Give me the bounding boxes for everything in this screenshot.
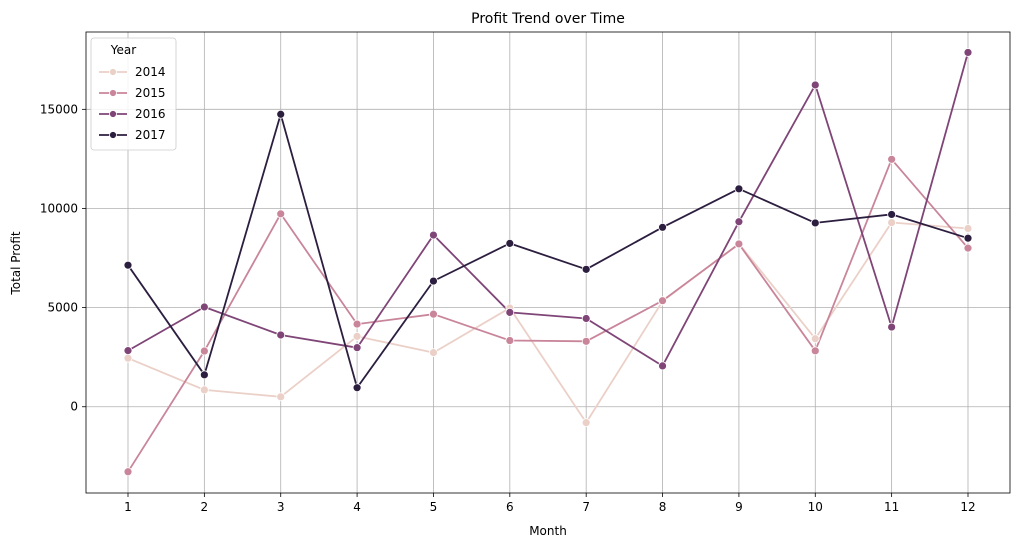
legend: Year 2014 2015 2016 2017 (90, 37, 177, 151)
legend-swatch-marker (109, 110, 117, 118)
grid (86, 32, 1010, 493)
y-tick-label: 10000 (40, 201, 78, 215)
data-point-2017 (276, 109, 286, 119)
data-point-2015 (734, 239, 744, 249)
x-tick-label: 5 (430, 500, 438, 514)
data-point-2014 (199, 385, 209, 395)
x-tick-label: 7 (582, 500, 590, 514)
legend-swatch-marker (109, 68, 117, 76)
legend-swatch-marker (109, 131, 117, 139)
data-point-2017 (123, 260, 133, 270)
data-point-2017 (429, 276, 438, 286)
chart-title: Profit Trend over Time (471, 11, 625, 27)
data-point-2014 (810, 334, 820, 344)
data-point-2015 (123, 467, 133, 477)
legend-entry-2016: 2016 (135, 107, 166, 121)
y-tick-label: 15000 (40, 102, 78, 116)
legend-entry-2015: 2015 (135, 86, 166, 100)
x-tick-label: 11 (884, 500, 899, 514)
data-point-2016 (352, 343, 362, 353)
data-point-2014 (887, 218, 897, 227)
data-point-2017 (199, 370, 209, 380)
data-point-2015 (658, 296, 667, 306)
data-point-2015 (429, 309, 438, 319)
data-point-2016 (123, 346, 133, 356)
data-point-2017 (963, 233, 973, 243)
data-point-2015 (963, 243, 973, 253)
legend-entry-2017: 2017 (135, 128, 166, 142)
data-point-2016 (963, 48, 973, 57)
data-point-2016 (505, 307, 515, 317)
x-tick-label: 2 (201, 500, 209, 514)
x-tick-label: 6 (506, 500, 514, 514)
x-tick-label: 12 (960, 500, 975, 514)
data-point-2014 (352, 331, 362, 341)
x-tick-label: 9 (735, 500, 743, 514)
data-point-2017 (810, 218, 820, 228)
data-point-2017 (581, 264, 591, 274)
series-line-2015 (127, 158, 969, 473)
data-point-2016 (810, 80, 820, 90)
x-tick-label: 1 (124, 500, 132, 514)
x-axis-label: Month (529, 524, 567, 538)
legend-box (90, 37, 177, 151)
legend-entry-2014: 2014 (135, 65, 166, 79)
data-point-2016 (581, 314, 591, 323)
data-point-2014 (963, 224, 973, 233)
data-point-2014 (276, 392, 286, 402)
data-point-2016 (429, 230, 438, 240)
series-line-2017 (127, 113, 969, 389)
data-point-2015 (352, 319, 362, 329)
data-point-2017 (734, 184, 744, 194)
data-point-2014 (123, 353, 133, 363)
data-point-2014 (429, 348, 438, 358)
data-point-2014 (581, 418, 591, 428)
data-point-2016 (734, 217, 744, 227)
data-point-2016 (658, 361, 667, 371)
data-point-2015 (276, 209, 286, 219)
data-point-2017 (887, 210, 897, 219)
data-point-2016 (887, 322, 897, 332)
y-axis: 0 5000 10000 15000 (40, 102, 86, 414)
legend-title: Year (110, 43, 136, 57)
data-point-2015 (810, 346, 820, 356)
x-tick-label: 8 (659, 500, 667, 514)
data-point-2016 (199, 302, 209, 312)
y-tick-label: 0 (70, 400, 78, 414)
plot-frame (85, 31, 1011, 494)
data-point-2017 (658, 222, 667, 232)
data-point-2016 (276, 330, 286, 340)
x-tick-label: 10 (808, 500, 823, 514)
data-point-2017 (505, 238, 515, 248)
legend-swatch-marker (109, 89, 117, 97)
data-point-2015 (581, 336, 591, 346)
plot-area (123, 48, 973, 477)
y-tick-label: 5000 (47, 301, 78, 315)
x-axis: 1 2 3 4 5 6 7 8 9 10 11 12 (85, 31, 1011, 514)
x-tick-label: 4 (353, 500, 361, 514)
series-line-2016 (127, 52, 969, 367)
x-tick-label: 3 (277, 500, 285, 514)
data-point-2017 (352, 383, 362, 393)
data-point-2015 (887, 154, 897, 164)
data-point-2015 (505, 336, 515, 345)
y-axis-label: Total Profit (9, 231, 23, 295)
data-point-2015 (199, 346, 209, 356)
